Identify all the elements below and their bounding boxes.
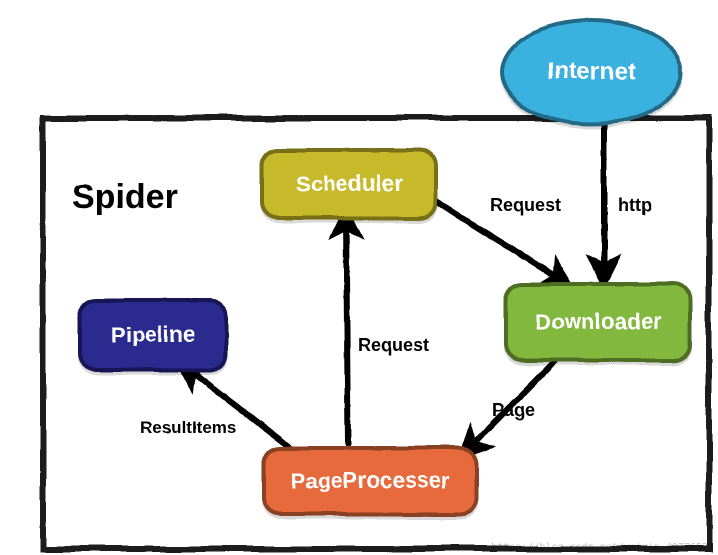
node-downloader-label: Downloader [535, 309, 661, 335]
watermark-text: https://blog.csdn.net/weixin_40776521 [491, 542, 714, 553]
edge-label-page: Page [492, 400, 535, 421]
node-internet: Internet [500, 18, 683, 126]
node-downloader: Downloader [504, 282, 692, 362]
node-pipeline: Pipeline [78, 298, 228, 372]
node-internet-label: Internet [547, 58, 635, 86]
node-pipeline-label: Pipeline [111, 322, 195, 348]
edge-label-request-sched: Request [490, 195, 561, 216]
node-scheduler-label: Scheduler [296, 171, 402, 197]
edge-label-resultitems: ResultItems [140, 418, 236, 438]
edge-label-request-pp: Request [358, 335, 429, 356]
edge-label-http: http [618, 195, 652, 216]
node-pageprocesser-label: PageProcesser [291, 468, 450, 494]
spider-title: Spider [72, 178, 178, 217]
node-pageprocesser: PageProcesser [262, 446, 478, 516]
diagram-canvas: Spider Internet Scheduler Downloader Pip… [0, 0, 718, 555]
node-scheduler: Scheduler [260, 148, 438, 220]
